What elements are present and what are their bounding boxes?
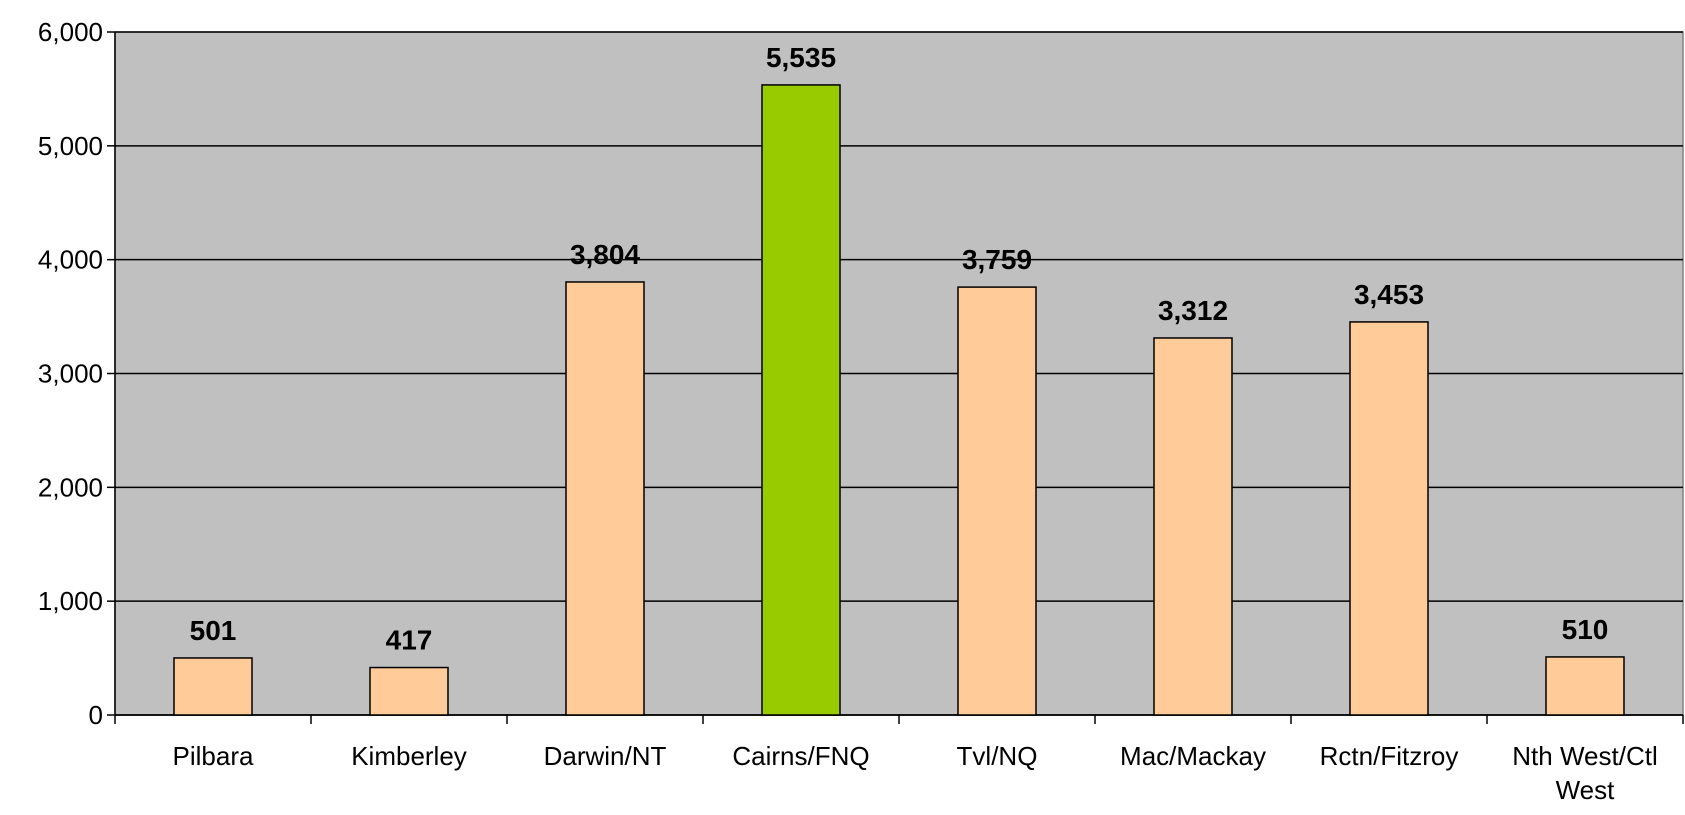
x-tick-label: Nth West/Ctl West	[1512, 741, 1657, 805]
x-tick-label: Mac/Mackay	[1120, 741, 1266, 771]
value-label: 3,804	[570, 239, 640, 270]
y-tick-label: 2,000	[38, 472, 103, 502]
bar	[369, 666, 449, 716]
x-tick-label: Tvl/NQ	[957, 741, 1038, 771]
value-label: 501	[190, 615, 237, 646]
bar	[565, 281, 645, 716]
y-tick-label: 4,000	[38, 245, 103, 275]
bar	[1153, 337, 1233, 716]
value-label: 417	[386, 625, 433, 656]
y-tick-label: 3,000	[38, 359, 103, 389]
value-label: 3,312	[1158, 295, 1228, 326]
value-label: 3,453	[1354, 279, 1424, 310]
x-tick-label: Darwin/NT	[544, 741, 667, 771]
bar	[1545, 656, 1625, 716]
x-tick-label: Pilbara	[173, 741, 254, 771]
bar	[957, 286, 1037, 716]
bar	[173, 657, 253, 716]
y-tick-label: 1,000	[38, 586, 103, 616]
value-label: 5,535	[766, 42, 836, 73]
bar	[761, 84, 841, 716]
y-tick-label: 6,000	[38, 17, 103, 47]
y-tick-label: 5,000	[38, 131, 103, 161]
bar	[1349, 321, 1429, 716]
x-tick-label: Rctn/Fitzroy	[1320, 741, 1459, 771]
y-tick-label: 0	[89, 700, 103, 730]
x-tick-label: Cairns/FNQ	[732, 741, 869, 771]
value-label: 3,759	[962, 244, 1032, 275]
x-tick-label: Kimberley	[351, 741, 467, 771]
value-label: 510	[1562, 614, 1609, 645]
